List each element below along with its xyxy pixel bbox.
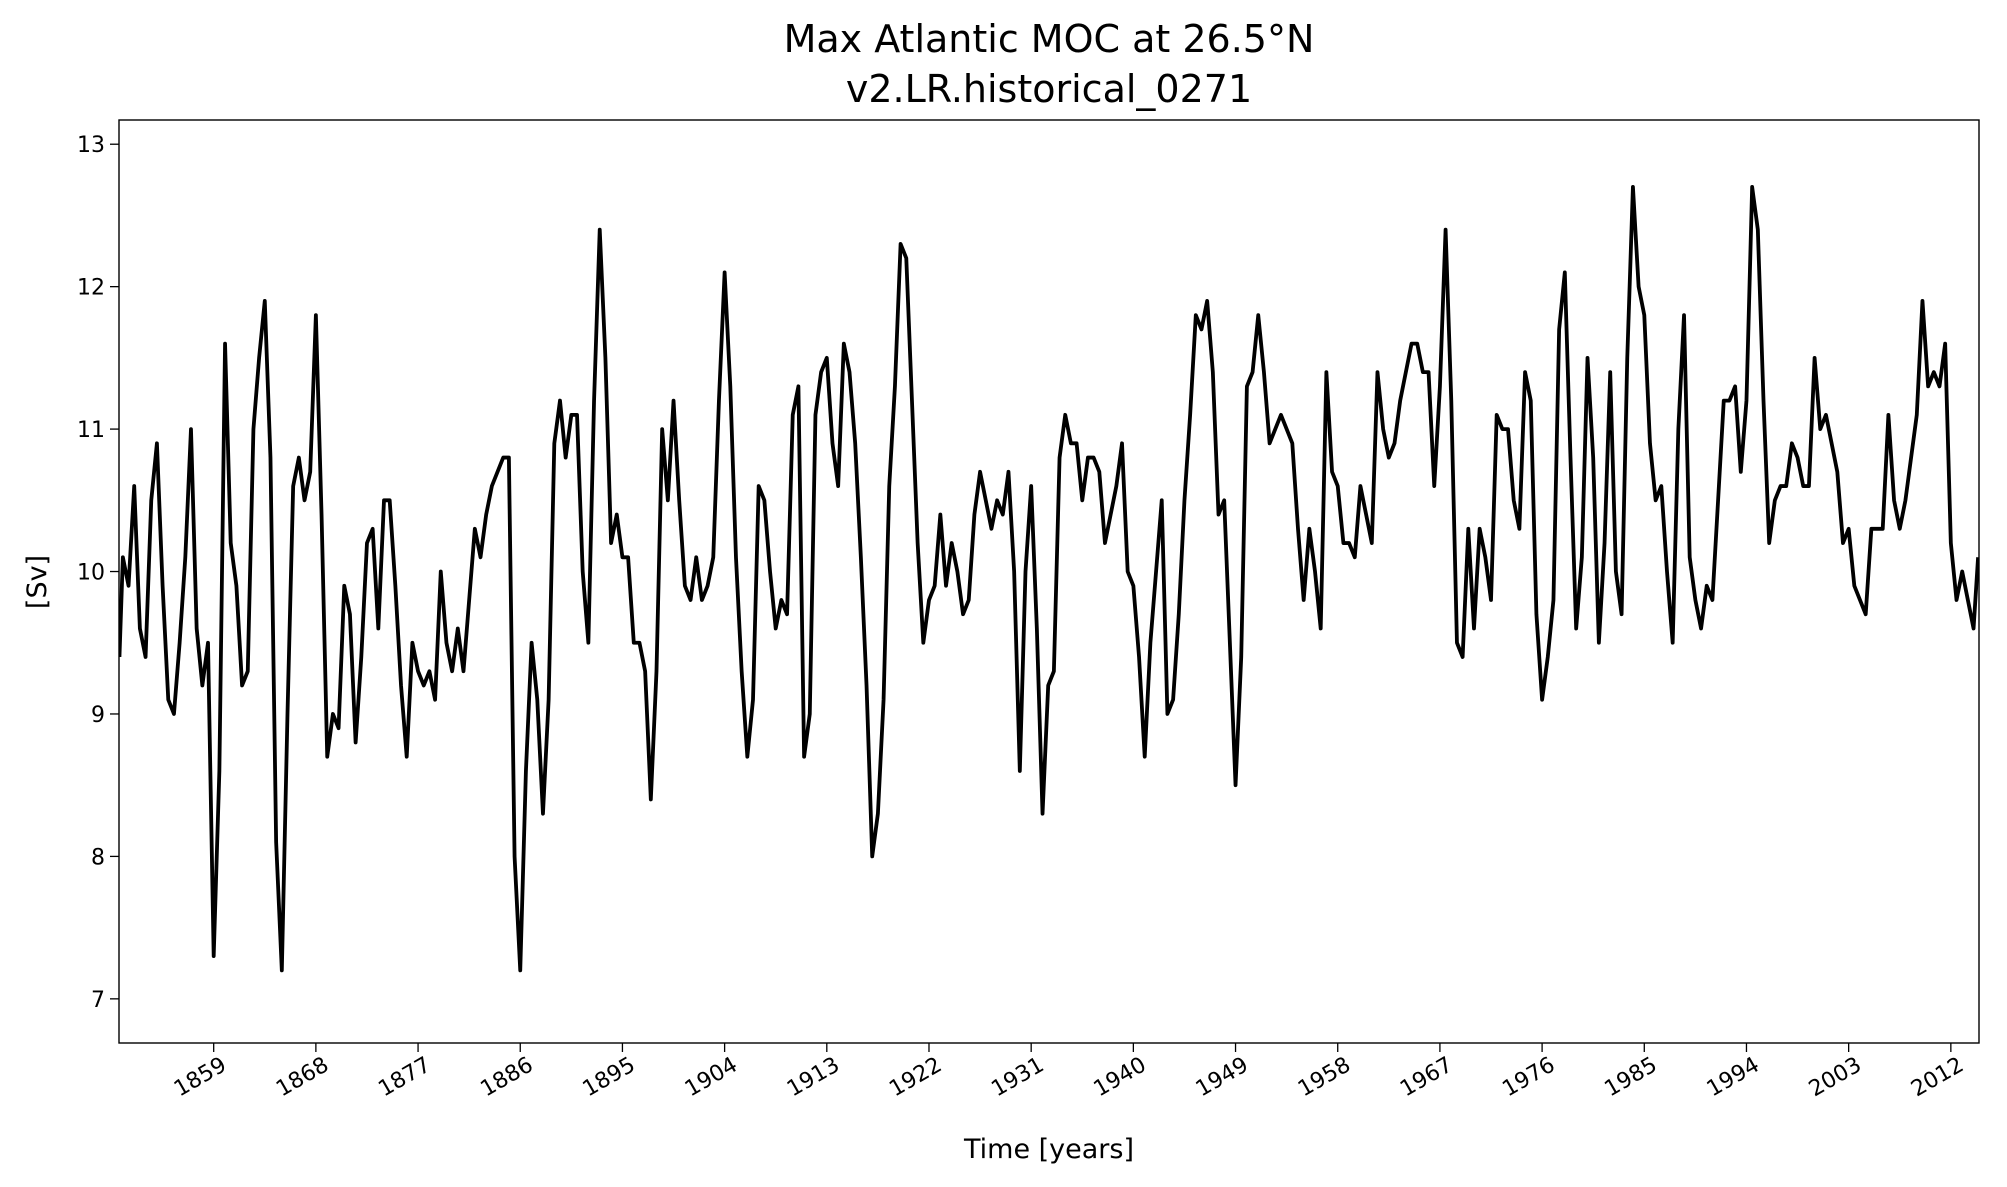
x-tick-label: 1967: [1396, 1053, 1457, 1103]
x-tick-label: 1886: [476, 1053, 537, 1103]
x-tick-label: 1985: [1601, 1053, 1662, 1103]
chart-subtitle: v2.LR.historical_0271: [846, 67, 1252, 111]
x-tick-label: 1877: [374, 1053, 435, 1103]
data-line: [119, 185, 1979, 973]
chart-title: Max Atlantic MOC at 26.5°N: [784, 17, 1315, 61]
y-tick-label: 8: [91, 845, 105, 870]
x-tick-label: 1940: [1090, 1053, 1151, 1103]
y-tick-label: 13: [77, 133, 105, 158]
x-axis-label: Time [years]: [963, 1134, 1134, 1165]
plot-frame: [118, 119, 1980, 1044]
x-tick-label: 1931: [987, 1053, 1048, 1103]
y-axis-label: [Sv]: [22, 555, 53, 609]
x-tick-label: 1958: [1294, 1053, 1355, 1103]
y-tick-label: 7: [91, 988, 105, 1013]
x-tick-label: 1949: [1192, 1053, 1253, 1103]
x-tick-label: 2003: [1805, 1053, 1866, 1103]
x-tick-label: 2012: [1907, 1053, 1968, 1103]
x-tick-label: 1904: [681, 1053, 742, 1103]
x-tick-label: 1994: [1703, 1053, 1764, 1103]
y-tick-label: 9: [91, 703, 105, 728]
x-tick-label: 1913: [783, 1053, 844, 1103]
x-tick-label: 1859: [170, 1053, 231, 1103]
y-tick-label: 12: [77, 276, 105, 301]
x-tick-label: 1895: [579, 1053, 640, 1103]
y-tick-label: 10: [77, 561, 105, 586]
y-tick-label: 11: [77, 418, 105, 443]
x-tick-label: 1922: [885, 1053, 946, 1103]
x-tick-label: 1868: [272, 1053, 333, 1103]
x-tick-label: 1976: [1498, 1053, 1559, 1103]
